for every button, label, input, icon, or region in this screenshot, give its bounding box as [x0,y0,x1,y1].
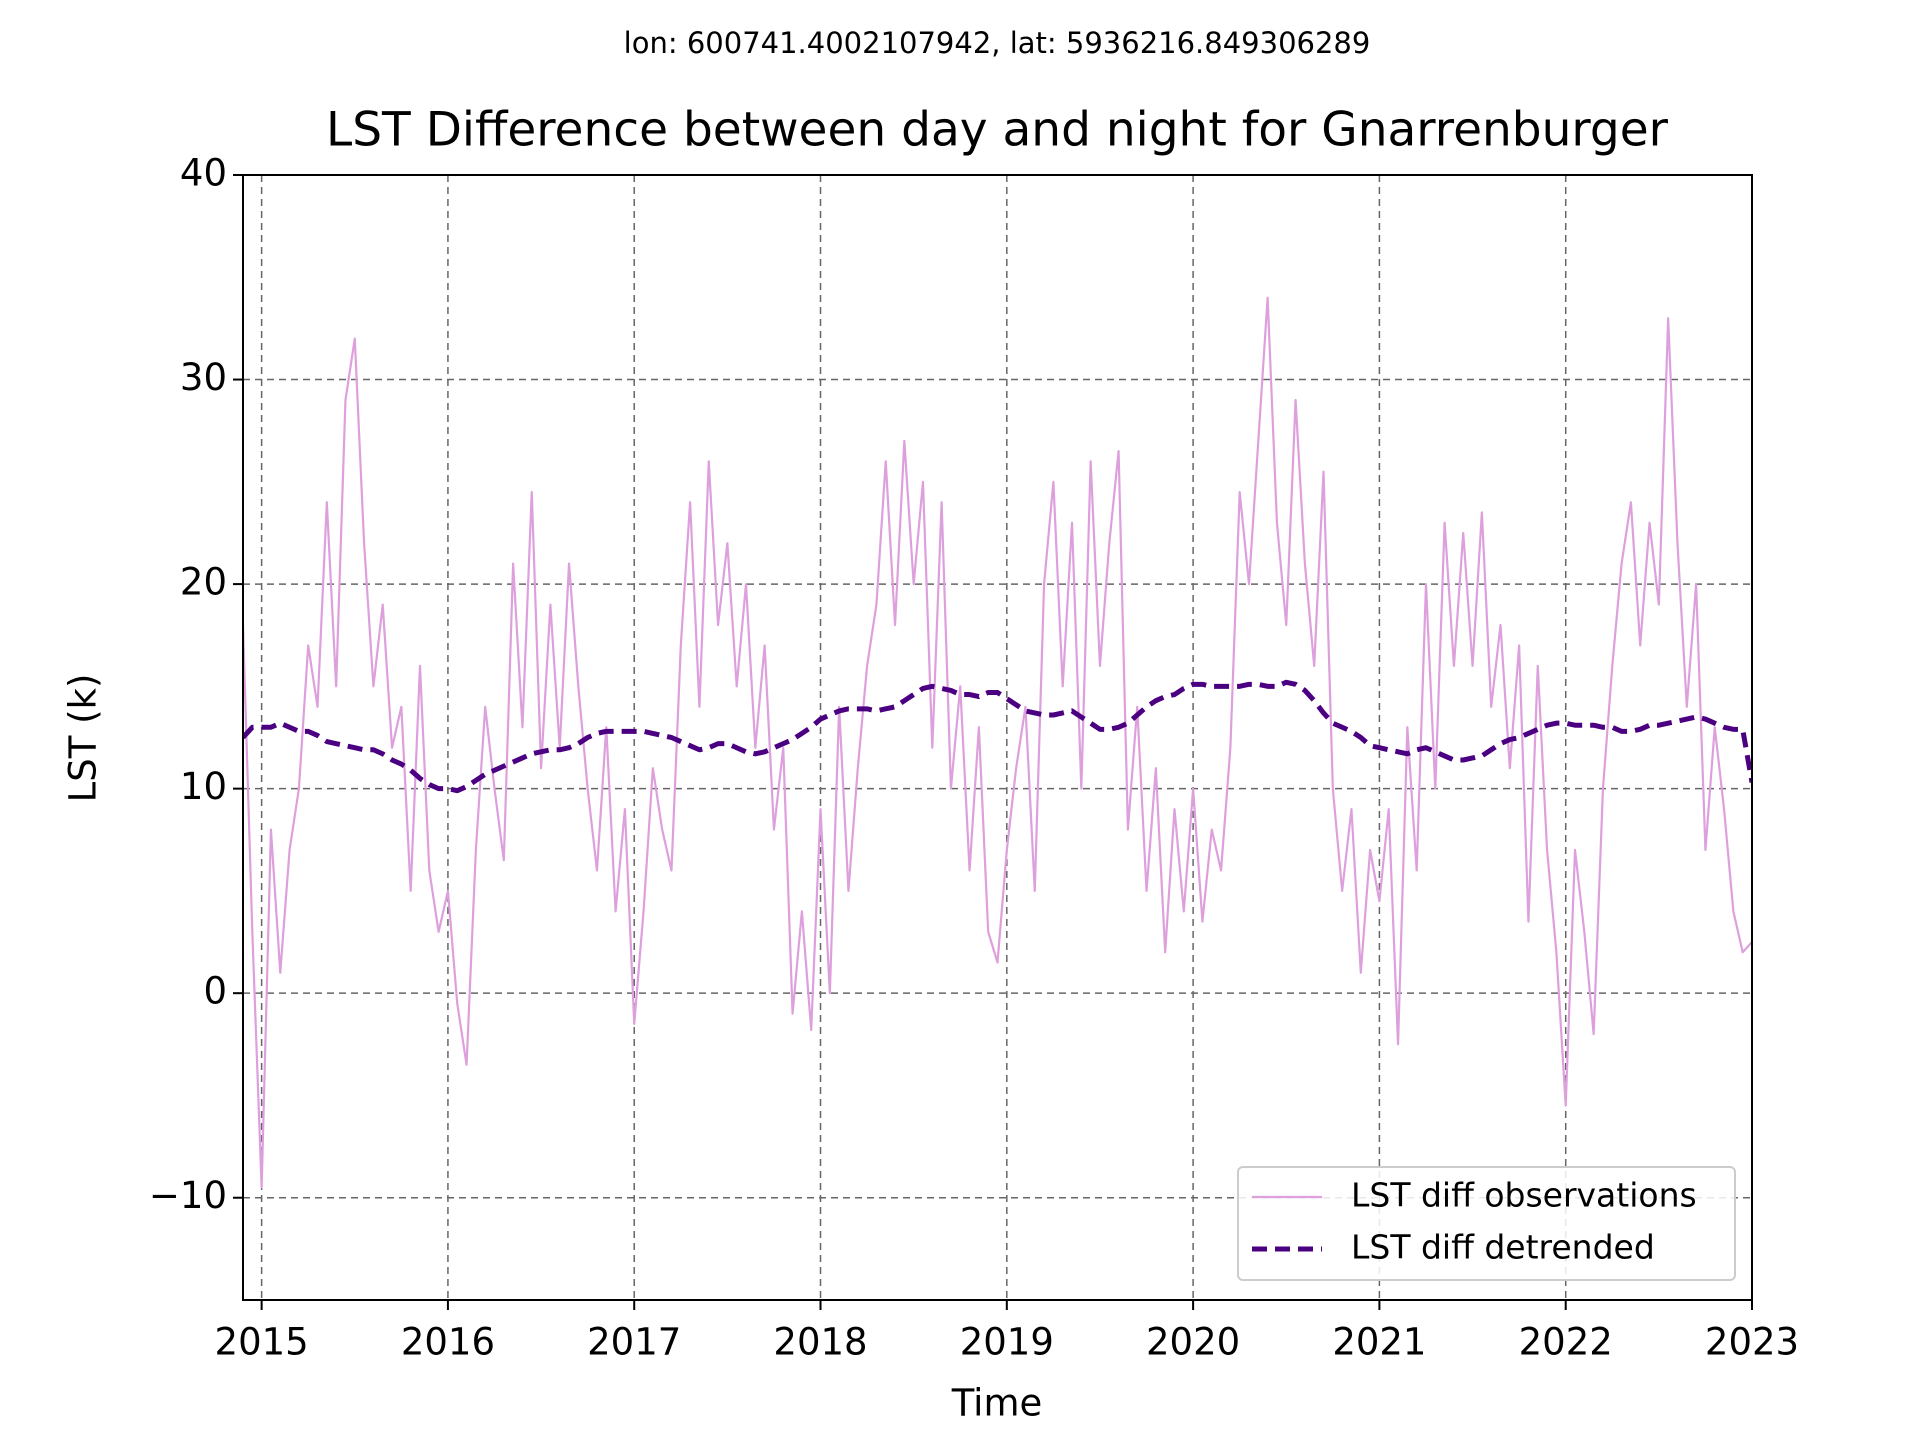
y-tick-label: 20 [180,561,227,604]
y-axis-label: LST (k) [62,674,105,803]
series-line [243,296,1752,1189]
x-tick-label: 2018 [773,1321,867,1364]
series-line [243,679,1752,794]
y-tick-label: 30 [180,356,227,399]
x-tick-label: 2019 [960,1321,1054,1364]
y-tick-label: −10 [149,1174,227,1217]
x-axis-label: Time [951,1382,1043,1425]
x-tick-label: 2015 [215,1321,309,1364]
legend-label: LST diff observations [1351,1176,1697,1215]
x-tick-label: 2021 [1332,1321,1426,1364]
x-tick-label: 2017 [587,1321,681,1364]
x-tick-label: 2016 [401,1321,495,1364]
y-tick-label: 10 [180,765,227,808]
chart-subtitle: lon: 600741.4002107942, lat: 5936216.849… [624,26,1371,60]
chart-title: LST Difference between day and night for… [326,103,1669,158]
legend-box [1237,1166,1736,1281]
x-tick-label: 2020 [1146,1321,1240,1364]
x-tick-label: 2022 [1519,1321,1613,1364]
y-tick-label: 40 [180,152,227,195]
legend-label: LST diff detrended [1351,1228,1655,1267]
plot-frame [242,174,1753,1301]
x-tick-label: 2023 [1705,1321,1799,1364]
y-tick-label: 0 [203,970,227,1013]
